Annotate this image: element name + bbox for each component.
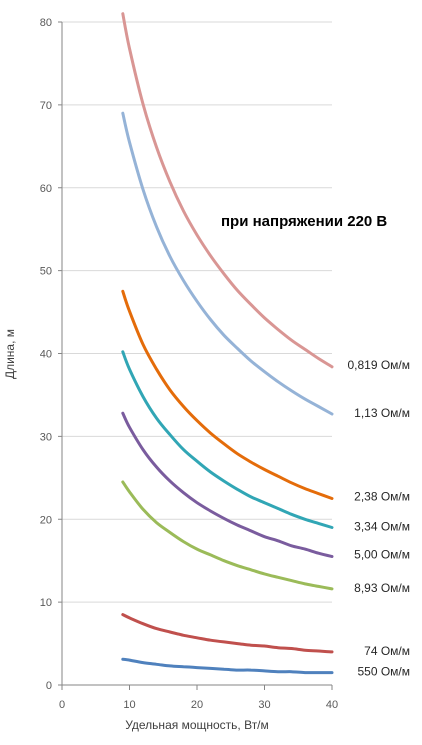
series-line-7: [121, 613, 334, 654]
y-tick-label-80: 80: [40, 17, 52, 29]
gridlines: [62, 21, 332, 603]
series-label-5: 5,00 Ом/м: [354, 548, 410, 562]
x-tick-label-10: 10: [123, 699, 135, 711]
annotation-text: при напряжении 220 В: [221, 213, 387, 230]
series-line-3: [121, 289, 334, 500]
y-tick-label-50: 50: [40, 266, 52, 278]
x-tick-label-40: 40: [326, 699, 338, 711]
series-label-7: 74 Ом/м: [364, 644, 410, 658]
series-line-2: [121, 111, 334, 416]
y-tick-label-70: 70: [40, 100, 52, 112]
series-label-3: 2,38 Ом/м: [354, 490, 410, 504]
series-labels: 0,819 Ом/м 1,13 Ом/м 2,38 Ом/м 3,34 Ом/м 5,0…: [347, 358, 410, 679]
y-tick-label-30: 30: [40, 431, 52, 443]
voltage-annotation: при напряжении 220 В: [209, 203, 410, 237]
series-line-8: [121, 657, 334, 675]
series-line-4: [121, 350, 334, 529]
x-tick-label-30: 30: [258, 699, 270, 711]
y-tick-label-10: 10: [40, 597, 52, 609]
x-tick-label-20: 20: [191, 699, 203, 711]
axes: 0 10 20 30 40 50 60 70 80 0 10 20 30 40: [40, 17, 338, 711]
series-line-1: [121, 12, 334, 369]
y-tick-label-40: 40: [40, 349, 52, 361]
annotation-box: [209, 203, 410, 237]
series-label-8: 550 Ом/м: [357, 665, 410, 679]
x-tick-label-0: 0: [59, 699, 65, 711]
series-label-4: 3,34 Ом/м: [354, 520, 410, 534]
y-tick-label-60: 60: [40, 183, 52, 195]
series-line-6: [121, 480, 334, 591]
series-label-6: 8,93 Ом/м: [354, 581, 410, 595]
series-label-1: 0,819 Ом/м: [347, 358, 410, 372]
x-axis-title: Удельная мощность, Вт/м: [125, 718, 269, 732]
series-line-5: [121, 411, 334, 558]
y-tick-label-0: 0: [46, 680, 52, 692]
y-axis-title: Длина, м: [3, 329, 17, 379]
y-tick-label-20: 20: [40, 514, 52, 526]
series-label-2: 1,13 Ом/м: [354, 406, 410, 420]
series-lines: [121, 12, 334, 675]
